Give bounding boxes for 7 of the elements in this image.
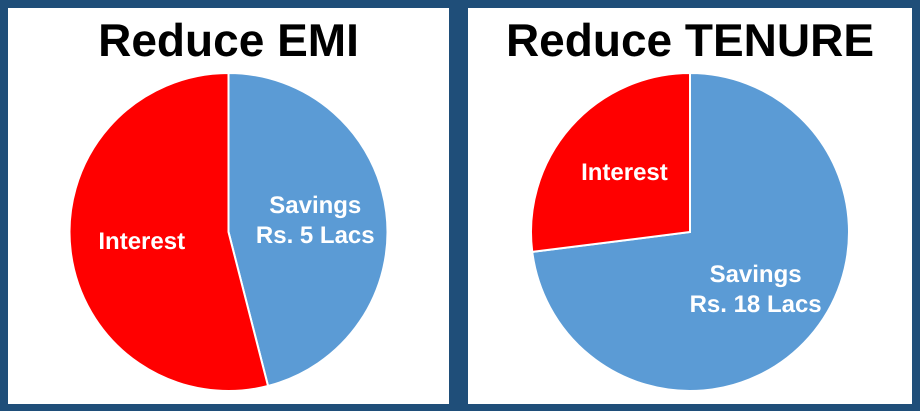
chart-title: Reduce TENURE	[506, 14, 874, 66]
slice-label: Interest	[581, 160, 668, 187]
pie-slice	[531, 72, 850, 392]
chart-title: Reduce EMI	[98, 14, 359, 66]
slice-label: Interest	[98, 228, 186, 256]
slice-label: Savings Rs. 5 Lacs	[256, 192, 375, 250]
slice-label: Savings Rs. 18 Lacs	[690, 261, 822, 318]
